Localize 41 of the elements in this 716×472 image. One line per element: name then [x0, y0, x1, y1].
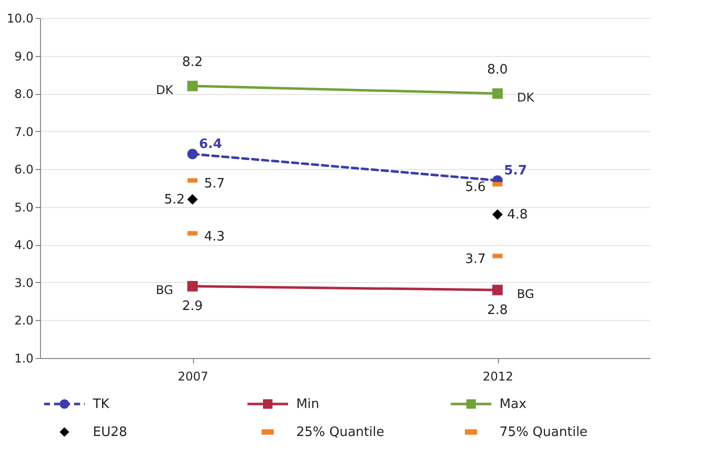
y-tick-label: 6.0 — [14, 162, 34, 177]
y-tick-label: 2.0 — [14, 314, 34, 328]
point — [492, 209, 503, 220]
data-label: 8.0 — [487, 62, 508, 78]
data-label: 2.9 — [182, 299, 203, 314]
point — [187, 80, 198, 92]
legend-label: TK — [92, 397, 110, 412]
y-tick-label: 3.0 — [14, 276, 34, 290]
data-label: 4.3 — [204, 229, 225, 244]
x-tick-label: 2012 — [482, 370, 514, 384]
point — [492, 88, 503, 99]
y-tick-label: 9.0 — [14, 49, 34, 64]
legend-label: Max — [500, 397, 527, 412]
y-tick-label: 8.0 — [14, 87, 34, 102]
annotation: DK — [156, 83, 174, 97]
data-label: 3.7 — [465, 252, 486, 267]
annotation: BG — [156, 283, 174, 298]
y-tick-label: 1.0 — [14, 352, 34, 366]
point — [492, 284, 503, 296]
annotation: DK — [516, 90, 536, 105]
data-label: 6.4 — [198, 137, 222, 152]
data-label: 5.2 — [164, 192, 185, 208]
data-label: 8.2 — [182, 55, 203, 70]
data-label: 5.6 — [465, 180, 486, 196]
legend-label: 75% Quantile — [500, 425, 588, 440]
y-tick-label: 7.0 — [14, 124, 34, 139]
legend-label: EU28 — [92, 425, 128, 440]
data-label: 4.8 — [507, 207, 528, 222]
data-label: 5.7 — [504, 163, 528, 178]
point — [187, 148, 198, 160]
data-label: 5.7 — [204, 176, 225, 192]
y-tick-label: 4.0 — [14, 238, 34, 252]
y-tick-label: 5.0 — [14, 200, 34, 214]
point — [187, 194, 198, 205]
legend-label: Min — [296, 397, 320, 412]
legend-label: 25% Quantile — [296, 425, 384, 440]
y-tick-label: 10.0 — [6, 12, 34, 26]
annotation: BG — [516, 287, 534, 301]
x-tick-label: 2007 — [178, 370, 208, 384]
data-label: 2.8 — [487, 303, 508, 318]
point — [187, 280, 198, 292]
